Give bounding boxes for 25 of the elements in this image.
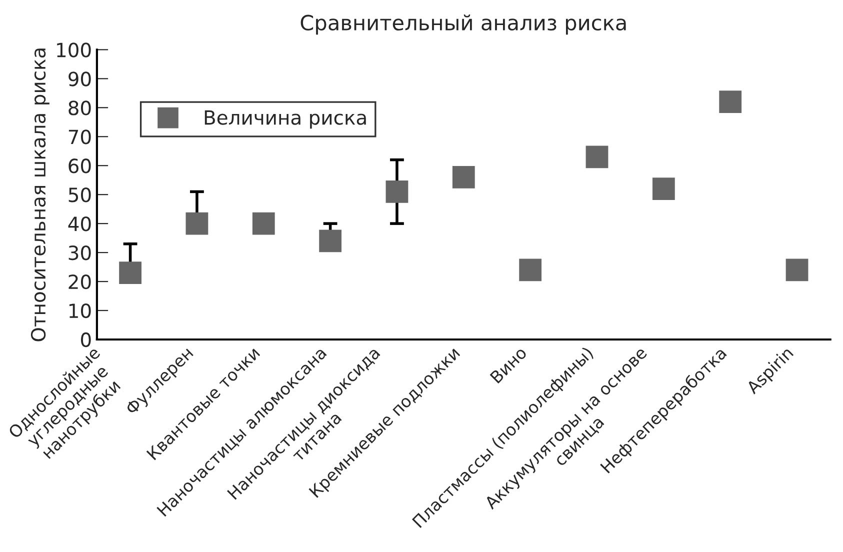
y-tick-label: 20 xyxy=(68,274,91,290)
point xyxy=(319,230,342,252)
y-tick-label: 70 xyxy=(68,130,91,144)
y-tick-label: 0 xyxy=(80,332,91,348)
y-tick-label: 40 xyxy=(68,216,91,232)
y-tick-label: 90 xyxy=(68,72,91,86)
point xyxy=(519,258,542,282)
point xyxy=(586,146,608,168)
point xyxy=(719,90,742,114)
y-tick-label: 100 xyxy=(57,42,91,58)
point xyxy=(652,178,675,200)
point xyxy=(119,262,142,284)
y-axis-title: Относительная шкала риска xyxy=(30,48,50,342)
y-tick-label: 60 xyxy=(68,158,91,174)
chart-title: Сравнительный анализ риска xyxy=(300,14,626,35)
point xyxy=(186,212,208,235)
y-tick-label: 50 xyxy=(68,188,91,202)
point xyxy=(452,166,475,188)
y-tick-label: 80 xyxy=(68,100,91,116)
point xyxy=(786,258,808,282)
point xyxy=(386,180,408,203)
y-tick-label: 10 xyxy=(69,303,91,318)
point xyxy=(252,212,275,235)
legend-label: Величина риска xyxy=(204,110,366,129)
y-tick-label: 30 xyxy=(68,245,91,260)
